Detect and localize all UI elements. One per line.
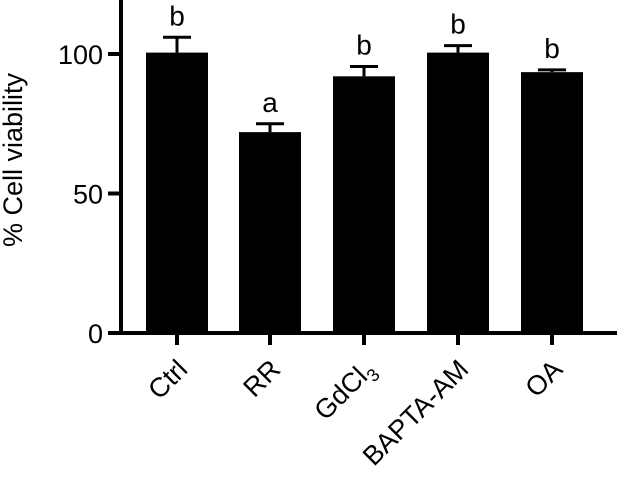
- y-tick-label: 0: [88, 319, 103, 349]
- category-label: Ctrl: [142, 354, 193, 405]
- category-label: GdCl3: [308, 354, 383, 429]
- y-tick-label: 50: [73, 180, 103, 210]
- bars: [146, 35, 583, 333]
- bar-rr: [239, 132, 301, 333]
- y-axis-label: % Cell viability: [0, 73, 28, 248]
- significance-letter: b: [450, 9, 466, 40]
- category-label: RR: [237, 354, 286, 403]
- bar-oa: [521, 72, 583, 333]
- significance-letter: a: [262, 87, 278, 118]
- category-label: OA: [519, 354, 568, 403]
- significance-letter: b: [356, 30, 372, 61]
- significance-letter: b: [169, 0, 185, 31]
- bar-gdcl3: [333, 76, 395, 333]
- bar-bapta-am: [427, 52, 489, 333]
- bar-ctrl: [146, 52, 208, 333]
- y-tick-label: 100: [58, 40, 103, 70]
- significance-letter: b: [544, 33, 560, 64]
